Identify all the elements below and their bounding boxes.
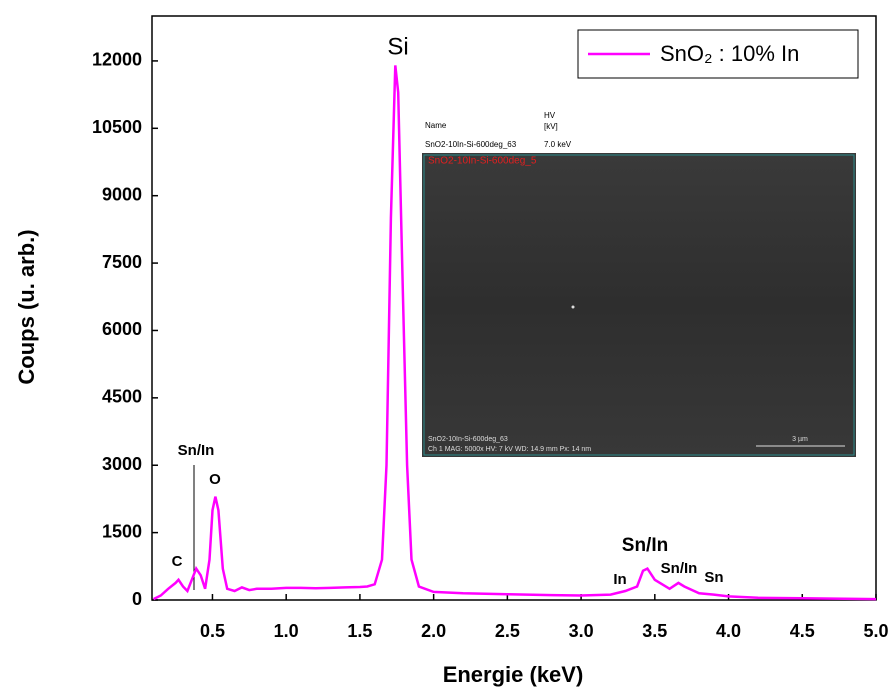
- y-tick-label: 4500: [102, 387, 142, 407]
- sem-frame: [423, 154, 855, 456]
- x-tick-label: 4.0: [716, 621, 741, 641]
- annotation: Sn: [704, 569, 723, 586]
- y-tick-label: 10500: [92, 117, 142, 137]
- x-axis-label: Energie (keV): [443, 662, 584, 687]
- annotation: C: [172, 553, 183, 570]
- inset-text: HV: [544, 111, 556, 120]
- y-tick-label: 1500: [102, 521, 142, 541]
- legend-label: SnO₂ : 10% In: [660, 41, 799, 66]
- plot-frame: [151, 15, 877, 601]
- y-tick-label: 7500: [102, 252, 142, 272]
- sem-image: [422, 153, 856, 457]
- annotation: Sn/In: [661, 560, 698, 577]
- inset-text: 3 µm: [792, 436, 808, 443]
- y-axis-label: Coups (u. arb.): [14, 229, 39, 384]
- inset: Name HV [kV] SnO2-10In-Si-600deg_63 7.0 …: [422, 111, 856, 457]
- x-tick-label: 3.5: [642, 621, 667, 641]
- inset-text: SnO2-10In-Si-600deg_5: [428, 156, 537, 167]
- inset-text: 7.0 keV: [544, 140, 572, 149]
- inset-text: Ch 1 MAG: 5000x HV: 7 kV WD: 14.9 mm Px:…: [428, 446, 591, 453]
- y-tick-label: 9000: [102, 184, 142, 204]
- x-tick-label: 2.5: [495, 621, 520, 641]
- x-tick-label: 3.0: [569, 621, 594, 641]
- annotation: O: [209, 471, 221, 488]
- inset-text: Name: [425, 121, 447, 130]
- y-tick-label: 6000: [102, 319, 142, 339]
- x-tick-label: 5.0: [863, 621, 888, 641]
- annotation: In: [613, 571, 626, 588]
- x-tick-label: 0.5: [200, 621, 225, 641]
- x-tick-label: 1.0: [274, 621, 299, 641]
- annotation: Sn/In: [622, 535, 668, 556]
- inset-text: SnO2-10In-Si-600deg_63: [428, 436, 508, 443]
- y-tick-label: 3000: [102, 454, 142, 474]
- x-tick-label: 1.5: [347, 621, 372, 641]
- inset-text: [kV]: [544, 122, 558, 131]
- spectrum-line: [152, 65, 877, 601]
- x-tick-label: 2.0: [421, 621, 446, 641]
- annotation: Sn/In: [178, 442, 215, 459]
- y-tick-label: 0: [132, 589, 142, 609]
- inset-text: SnO2-10In-Si-600deg_63: [425, 140, 517, 149]
- sem-dot: [571, 305, 575, 309]
- y-tick-label: 12000: [92, 50, 142, 70]
- annotation: Si: [387, 33, 408, 60]
- x-tick-label: 4.5: [790, 621, 815, 641]
